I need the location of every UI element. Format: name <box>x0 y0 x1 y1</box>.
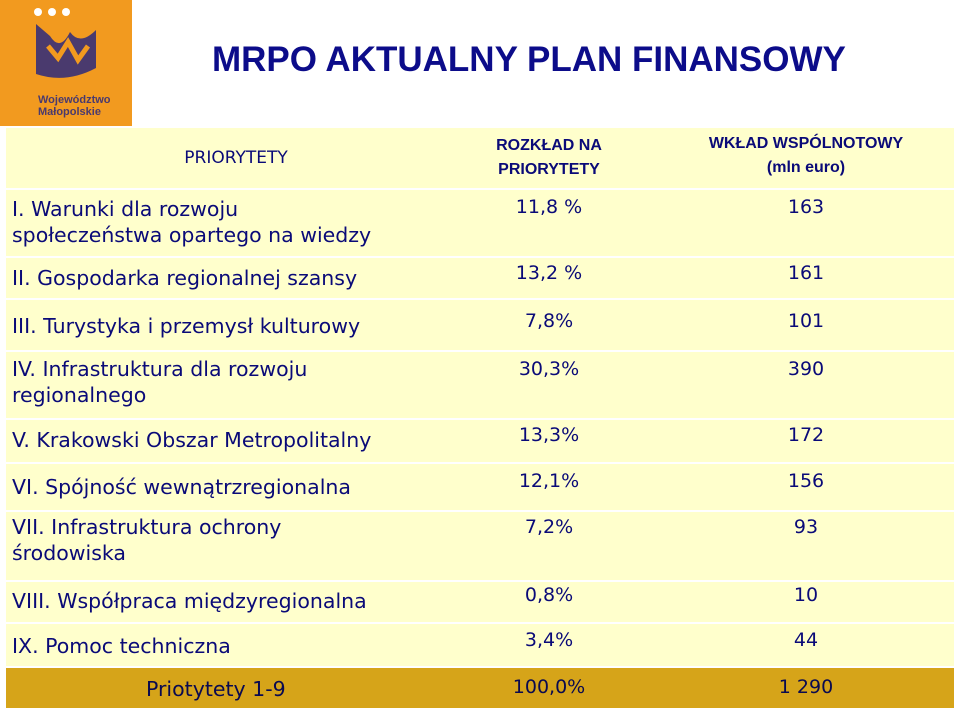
row-value: 390 <box>787 358 825 380</box>
row-label-line: V. Krakowski Obszar Metropolitalny <box>12 428 372 452</box>
row-label: III. Turystyka i przemysł kulturowy <box>12 313 360 339</box>
malopolska-emblem-icon <box>34 8 96 78</box>
header-distribution: ROZKŁAD NA PRIORYTETY <box>454 134 644 182</box>
logo-text-line2: Małopolskie <box>38 106 101 118</box>
row-label-line: I. Warunki dla rozwoju <box>12 197 239 221</box>
total-percent: 100,0% <box>512 676 586 698</box>
table-row: IX. Pomoc techniczna 3,4% 44 <box>6 624 954 666</box>
row-label: VII. Infrastruktura ochrony środowiska <box>12 514 281 566</box>
row-label-line: środowiska <box>12 541 126 565</box>
row-value: 172 <box>787 424 825 446</box>
row-percent: 7,8% <box>524 310 574 332</box>
row-value: 93 <box>793 516 819 538</box>
row-value: 44 <box>793 629 819 651</box>
header-contribution-line2: (mln euro) <box>766 159 846 176</box>
row-label-line: VII. Infrastruktura ochrony <box>12 515 282 539</box>
row-label-line: II. Gospodarka regionalnej szansy <box>12 266 358 290</box>
row-value: 161 <box>787 262 825 284</box>
header-distribution-line2: PRIORYTETY <box>498 161 600 178</box>
header-contribution: WKŁAD WSPÓLNOTOWY (mln euro) <box>666 132 946 180</box>
table-row: VI. Spójność wewnątrzregionalna 12,1% 15… <box>6 464 954 510</box>
row-percent: 30,3% <box>518 358 580 380</box>
row-percent: 7,2% <box>524 516 574 538</box>
table-total-row: Priotytety 1-9 100,0% 1 290 <box>6 668 954 708</box>
row-label: II. Gospodarka regionalnej szansy <box>12 265 357 291</box>
total-label: Priotytety 1-9 <box>146 677 286 701</box>
row-label: IX. Pomoc techniczna <box>12 633 231 659</box>
row-label-line: VIII. Współpraca międzyregionalna <box>12 589 367 613</box>
row-label: IV. Infrastruktura dla rozwoju regionaln… <box>12 356 307 408</box>
row-label-line: regionalnego <box>12 383 147 407</box>
row-label-line: społeczeństwa opartego na wiedzy <box>12 223 372 247</box>
table-row: VIII. Współpraca międzyregionalna 0,8% 1… <box>6 582 954 622</box>
header-contribution-line1: WKŁAD WSPÓLNOTOWY <box>708 135 904 152</box>
row-value: 101 <box>787 310 825 332</box>
row-percent: 13,2 % <box>515 262 583 284</box>
page-title: MRPO AKTUALNY PLAN FINANSOWY <box>212 40 846 79</box>
row-label: VI. Spójność wewnątrzregionalna <box>12 474 351 500</box>
table-row: V. Krakowski Obszar Metropolitalny 13,3%… <box>6 420 954 462</box>
row-value: 163 <box>787 196 825 218</box>
row-percent: 13,3% <box>518 424 580 446</box>
table-header: PRIORYTETY ROZKŁAD NA PRIORYTETY WKŁAD W… <box>6 128 954 188</box>
row-percent: 11,8 % <box>515 196 583 218</box>
row-value: 10 <box>793 584 819 606</box>
table-row: III. Turystyka i przemysł kulturowy 7,8%… <box>6 300 954 350</box>
row-label-line: IX. Pomoc techniczna <box>12 634 231 658</box>
table-row: I. Warunki dla rozwoju społeczeństwa opa… <box>6 190 954 256</box>
row-label: I. Warunki dla rozwoju społeczeństwa opa… <box>12 196 371 248</box>
row-label-line: VI. Spójność wewnątrzregionalna <box>12 475 351 499</box>
row-percent: 12,1% <box>518 470 580 492</box>
header-distribution-line1: ROZKŁAD NA <box>496 137 602 154</box>
row-label-line: III. Turystyka i przemysł kulturowy <box>12 314 361 338</box>
logo: Województwo Małopolskie <box>0 0 132 126</box>
row-percent: 3,4% <box>524 629 574 651</box>
row-value: 156 <box>787 470 825 492</box>
table-row: VII. Infrastruktura ochrony środowiska 7… <box>6 512 954 580</box>
row-percent: 0,8% <box>524 584 574 606</box>
logo-text-line1: Województwo <box>38 94 111 106</box>
row-label: VIII. Współpraca międzyregionalna <box>12 588 367 614</box>
table-row: II. Gospodarka regionalnej szansy 13,2 %… <box>6 258 954 298</box>
total-value: 1 290 <box>778 676 834 698</box>
header-priorities: PRIORYTETY <box>184 148 288 168</box>
row-label-line: IV. Infrastruktura dla rozwoju <box>12 357 308 381</box>
table-row: IV. Infrastruktura dla rozwoju regionaln… <box>6 352 954 418</box>
row-label: V. Krakowski Obszar Metropolitalny <box>12 427 371 453</box>
